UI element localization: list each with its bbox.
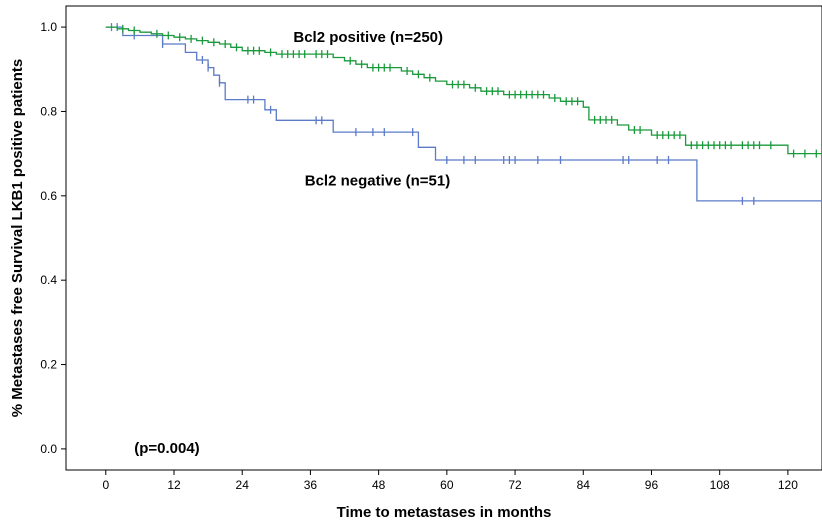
series-1 — [105, 23, 822, 205]
x-tick-label-10: 120 — [778, 478, 798, 492]
plot-frame — [65, 5, 822, 471]
x-tick-label-2: 24 — [236, 478, 250, 492]
survival-line-1 — [105, 26, 822, 202]
series-0 — [105, 24, 822, 158]
x-tick-label-8: 96 — [645, 478, 659, 492]
y-tick-label-0: 0.0 — [40, 442, 57, 456]
x-tick-label-0: 0 — [102, 478, 109, 492]
y-tick-label-4: 0.8 — [40, 104, 57, 118]
x-tick-label-6: 72 — [508, 478, 522, 492]
x-tick-label-5: 60 — [440, 478, 454, 492]
x-tick-label-4: 48 — [372, 478, 386, 492]
y-axis-label: % Metastases free Survival LKB1 positive… — [9, 59, 26, 417]
x-tick-label-7: 84 — [577, 478, 591, 492]
x-tick-label-3: 36 — [304, 478, 318, 492]
survival-line-0 — [105, 26, 822, 155]
x-axis-label: Time to metastases in months — [337, 504, 552, 521]
y-tick-label-5: 1.0 — [40, 20, 57, 34]
y-tick-label-2: 0.4 — [40, 273, 57, 287]
y-tick-label-3: 0.6 — [40, 189, 57, 203]
series-layer — [105, 23, 822, 205]
annotation-2: (p=0.004) — [134, 440, 199, 457]
x-axis: 0 12 24 36 48 60 72 84 96 108 120 — [102, 470, 798, 492]
y-axis: 0.0 0.2 0.4 0.6 0.8 1.0 — [40, 20, 66, 456]
annotation-layer: Bcl2 positive (n=250) Bcl2 negative (n=51… — [134, 29, 450, 457]
annotation-1: Bcl2 negative (n=51) — [305, 172, 450, 189]
annotation-0: Bcl2 positive (n=250) — [293, 29, 443, 46]
y-tick-label-1: 0.2 — [40, 358, 57, 372]
x-tick-label-1: 12 — [167, 478, 181, 492]
x-tick-label-9: 108 — [710, 478, 730, 492]
